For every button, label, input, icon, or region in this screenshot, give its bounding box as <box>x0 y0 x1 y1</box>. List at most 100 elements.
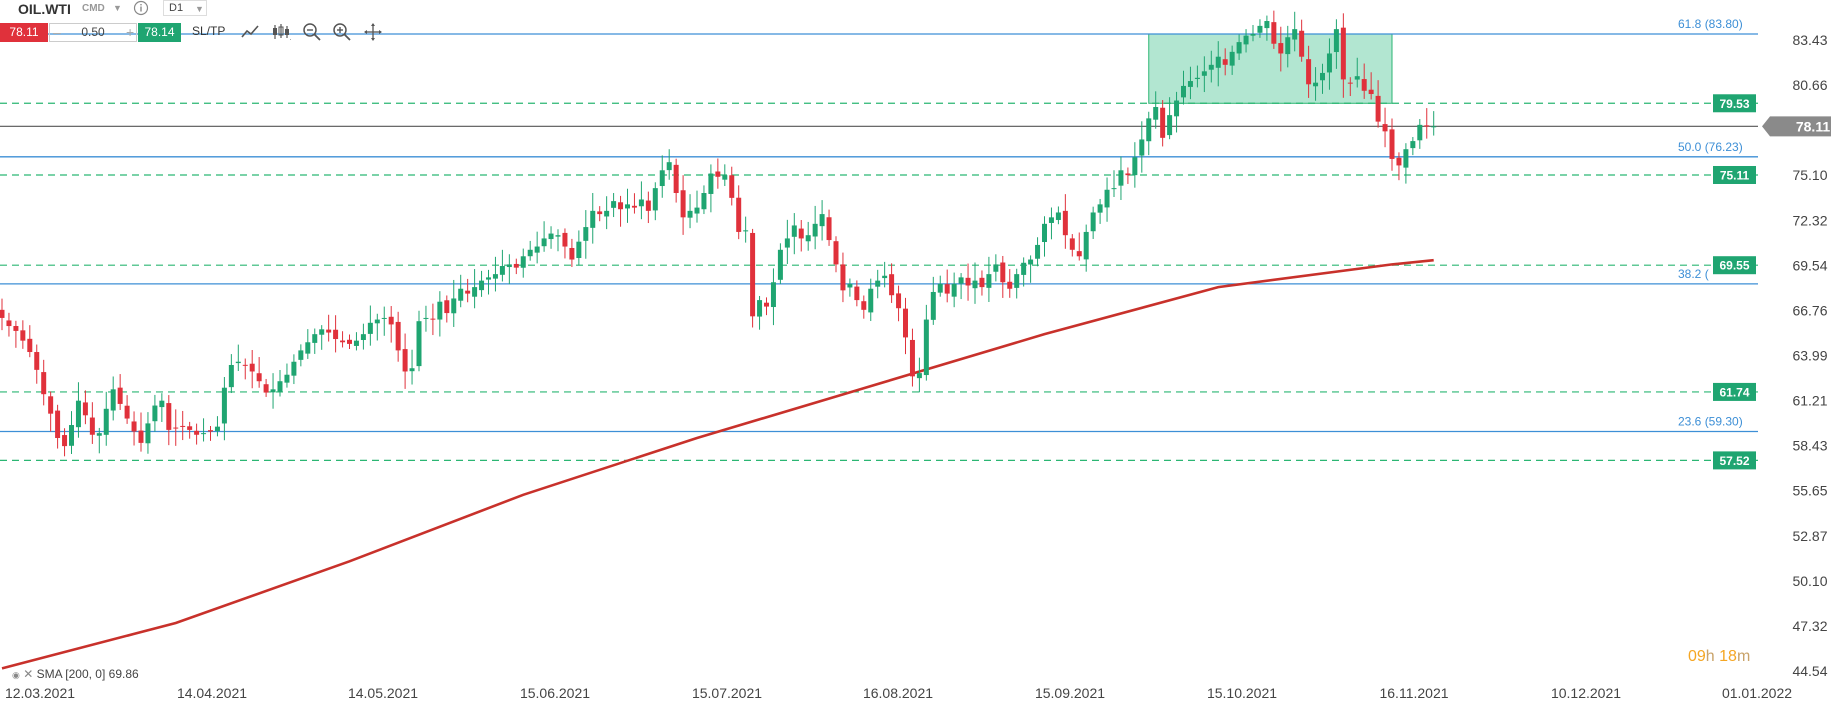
candle-body <box>979 277 985 288</box>
candlestick-icon[interactable] <box>271 22 291 42</box>
candle-body <box>909 339 915 377</box>
candle-body <box>1111 188 1117 190</box>
candle <box>340 331 346 348</box>
candle-body <box>1271 22 1277 44</box>
candle <box>590 192 596 244</box>
candle-body <box>743 230 749 232</box>
candle <box>645 191 651 224</box>
candle-body <box>1055 212 1061 220</box>
candle-body <box>701 193 707 210</box>
zoom-in-icon[interactable] <box>332 22 352 42</box>
candle <box>333 315 339 353</box>
candle <box>270 373 276 409</box>
candle-body <box>1132 157 1138 176</box>
candle <box>854 280 860 307</box>
symbol-name[interactable]: OIL.WTI <box>18 1 71 17</box>
buy-button[interactable]: 78.14 <box>138 23 181 42</box>
candle-body <box>166 403 172 430</box>
candle-body <box>722 175 728 180</box>
candle <box>965 263 971 301</box>
close-icon[interactable]: ✕ <box>23 667 34 681</box>
candle <box>784 219 790 265</box>
candle <box>930 276 936 325</box>
y-tick-label: 80.66 <box>1792 77 1827 93</box>
current-price-tag <box>1762 116 1831 137</box>
candle-body <box>214 426 220 431</box>
candle-body <box>242 364 248 366</box>
fib-label: 61.8 (83.80) <box>1678 17 1743 31</box>
eye-icon[interactable]: ◉ <box>12 670 20 680</box>
candle <box>103 391 109 446</box>
sma-legend-label: SMA [200, 0] 69.86 <box>36 667 139 681</box>
candle <box>896 285 902 322</box>
candle-body <box>34 352 40 370</box>
candle-body <box>1174 100 1180 117</box>
candle-body <box>1361 79 1367 91</box>
candle-body <box>360 334 366 341</box>
candle <box>1111 170 1117 197</box>
candle <box>27 325 33 358</box>
level-tag <box>1713 256 1756 275</box>
candle <box>423 305 429 332</box>
quantity-input[interactable]: 0.50 <box>49 23 137 42</box>
candle-body <box>409 368 415 372</box>
sltp-button[interactable]: SL/TP <box>192 24 226 38</box>
candle-body <box>499 266 505 275</box>
candle-body <box>645 200 651 211</box>
candle-body <box>903 308 908 338</box>
candle <box>666 149 672 180</box>
candle <box>89 402 95 444</box>
candle-body <box>569 247 575 260</box>
candle-body <box>1375 95 1381 122</box>
candle <box>409 349 415 385</box>
candle-body <box>416 321 422 367</box>
candle-body <box>576 241 582 259</box>
candle-body <box>69 425 74 446</box>
candle <box>770 268 776 326</box>
sma-legend[interactable]: ◉ ✕ SMA [200, 0] 69.86 <box>12 667 139 681</box>
candle <box>1035 237 1041 267</box>
candle <box>569 238 575 267</box>
chevron-down-icon[interactable]: ▼ <box>113 3 122 13</box>
crosshair-icon[interactable] <box>363 22 383 42</box>
candle-body <box>764 302 769 307</box>
candle-body <box>1187 81 1193 87</box>
candle-body <box>110 389 116 411</box>
candle-body <box>965 277 971 286</box>
candle-body <box>1424 125 1430 127</box>
candle <box>41 359 47 406</box>
candle <box>527 240 533 261</box>
candle <box>214 416 220 437</box>
candle <box>388 306 394 343</box>
candle <box>506 254 512 285</box>
zoom-out-icon[interactable] <box>302 22 322 42</box>
candle <box>916 357 922 393</box>
candle-body <box>402 349 408 372</box>
candle <box>228 354 234 394</box>
candle <box>1048 207 1054 240</box>
candle-body <box>993 264 999 272</box>
candle-body <box>1250 33 1256 36</box>
quantity-decrease-button[interactable]: – <box>53 24 61 40</box>
candle <box>1160 100 1166 147</box>
candle <box>680 175 686 235</box>
candle-body <box>1306 59 1312 85</box>
line-chart-icon[interactable] <box>240 22 260 42</box>
candle-body <box>1201 71 1207 76</box>
sell-button[interactable]: 78.11 <box>0 23 48 42</box>
candle-body <box>520 256 526 268</box>
candle-body <box>638 199 644 207</box>
candle-body <box>597 211 603 215</box>
candle-body <box>604 210 610 217</box>
timeframe-select[interactable]: D1 ▼ <box>163 0 207 16</box>
candle <box>861 295 867 319</box>
candle <box>708 164 714 213</box>
candle <box>353 332 359 351</box>
candle <box>249 350 255 389</box>
candle-body <box>1354 76 1360 80</box>
candle-body <box>812 223 818 237</box>
candle <box>729 166 735 206</box>
quantity-increase-button[interactable]: + <box>126 24 135 40</box>
info-icon[interactable] <box>133 0 149 16</box>
